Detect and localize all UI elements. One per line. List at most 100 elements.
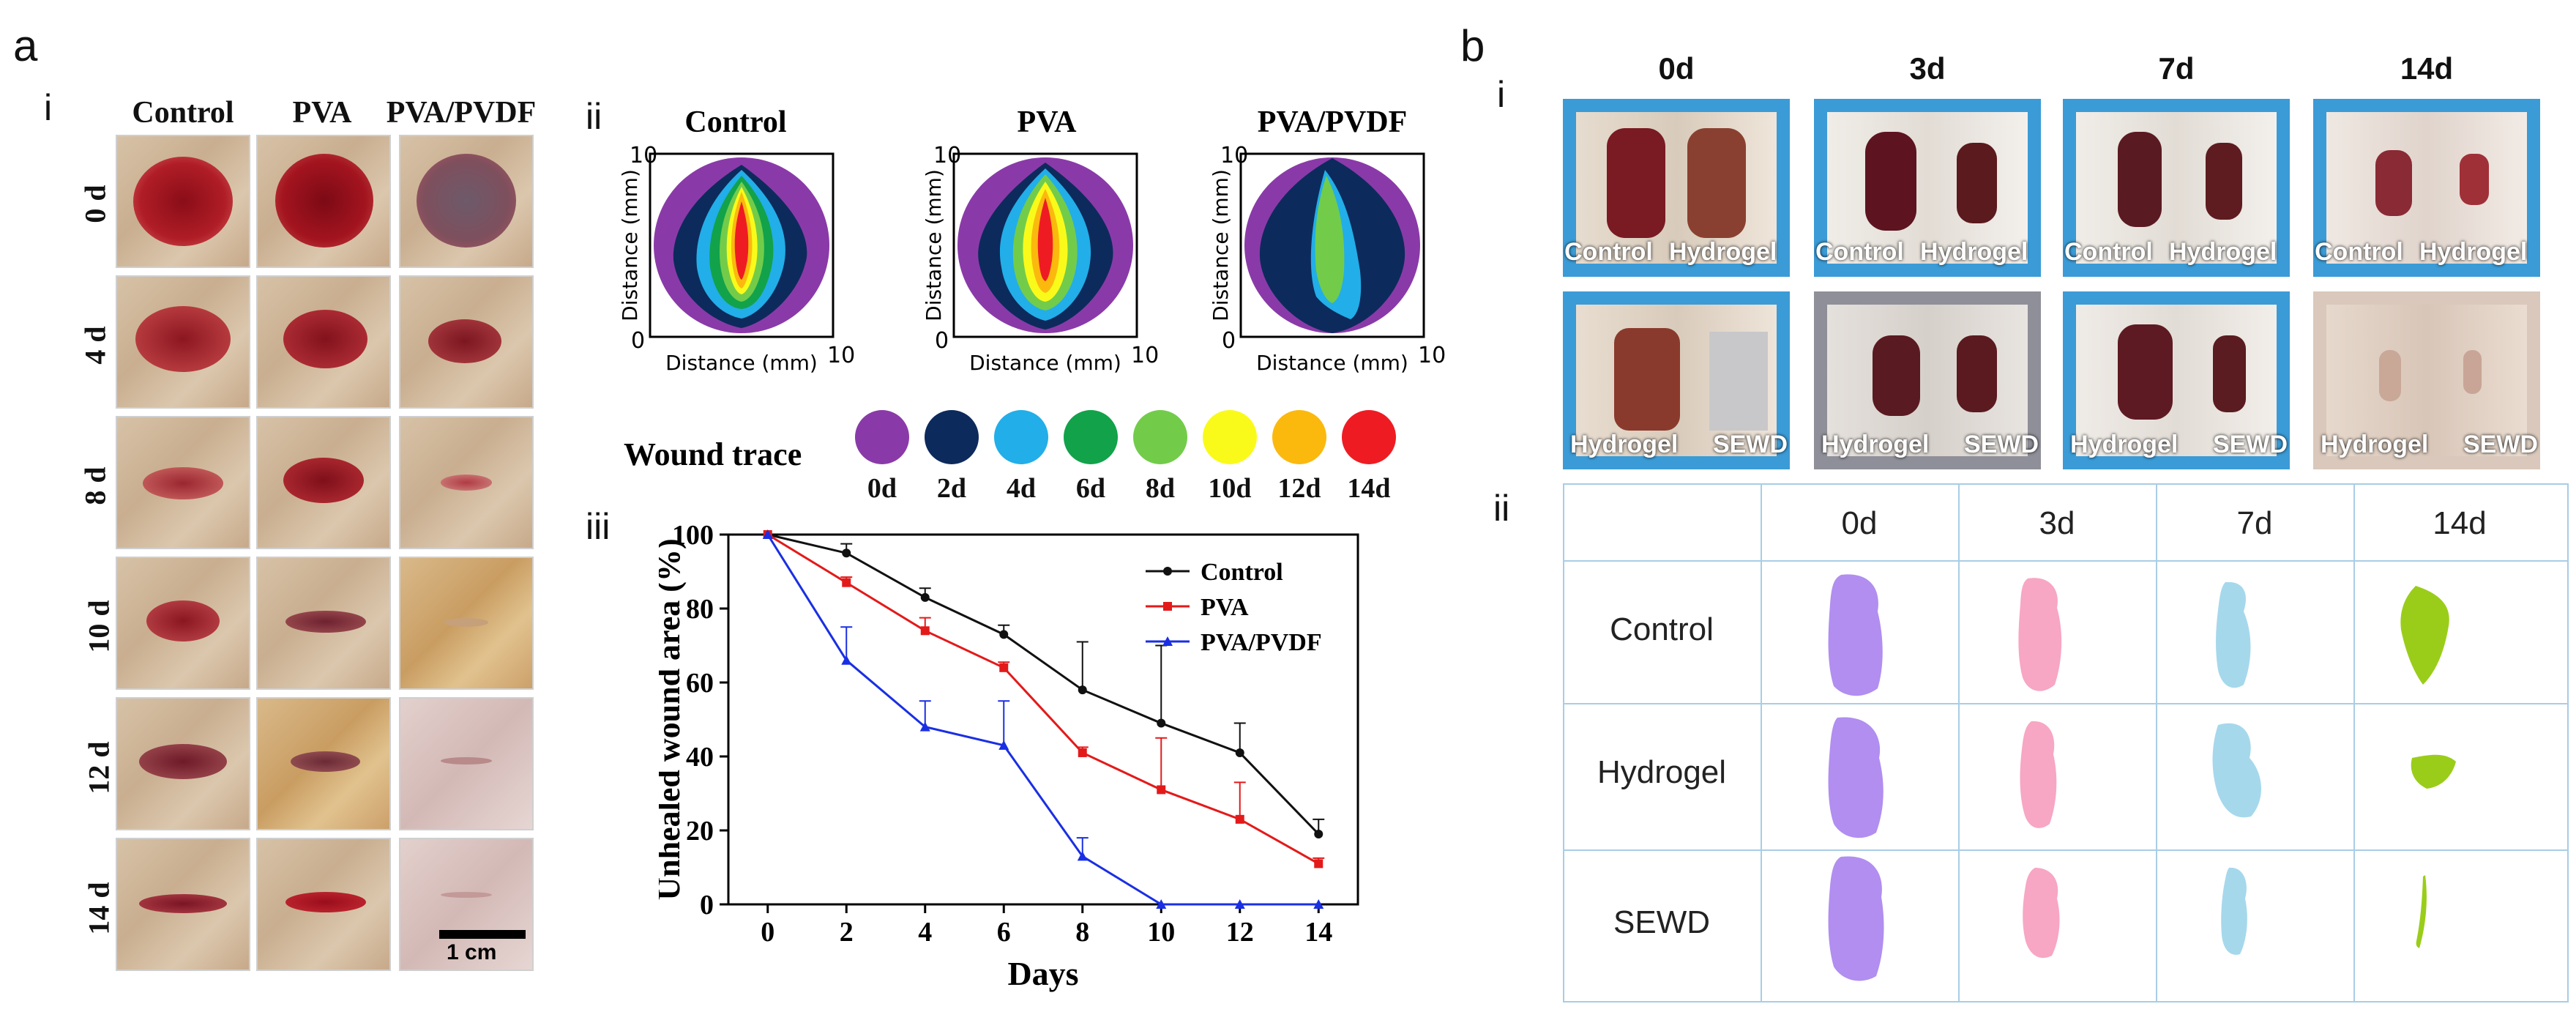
point-pvapvdf (1313, 899, 1324, 909)
b-ii-col-0d: 0d (1841, 505, 1878, 541)
b-i-label-7d-hydrogel: Hydrogel (2070, 431, 2179, 458)
b-i-photo-3d-top: Control Hydrogel (1814, 99, 2041, 277)
a-i-photo-pva-10d (256, 557, 391, 690)
point-pvapvdf (1077, 851, 1088, 861)
trace-hydrogel-14d (2411, 754, 2456, 789)
a-i-photo-pva-12d (256, 697, 391, 830)
a-i-col-pva: PVA (292, 96, 352, 130)
trace-y1-pva: 10 (933, 143, 961, 168)
a-i-row-14d: 14 d (82, 882, 116, 935)
b-i-label-3d-hydrogel: Hydrogel (1920, 238, 2028, 266)
legend-label-10d: 10d (1208, 473, 1252, 504)
scale-bar-label: 1 cm (447, 940, 497, 964)
y-tick-label: 60 (686, 668, 714, 699)
b-i-label-0d-sewd: SEWD (1713, 431, 1788, 458)
trace-plot-pva: PVA 10 0 10 Distance (mm) Distance (mm) (922, 105, 1159, 375)
trace-sewd-3d (2023, 868, 2060, 959)
legend-swatch-6d (1064, 410, 1118, 464)
point-control (1157, 718, 1166, 728)
legend-label-14d: 14d (1347, 473, 1391, 504)
trace-x1-pvapvdf: 10 (1418, 343, 1446, 368)
point-pvapvdf (841, 655, 852, 665)
legend-label-12d: 12d (1277, 473, 1321, 504)
trace-xlabel-pva: Distance (mm) (969, 351, 1121, 375)
x-tick-label: 8 (1075, 917, 1089, 948)
point-pva (1157, 785, 1166, 795)
a-i-photo-pvapvdf-4d (399, 275, 534, 409)
grid-line (1563, 703, 2567, 704)
point-pva (1314, 859, 1324, 868)
a-i-photo-control-0d (116, 135, 250, 268)
a-i-row-8d: 8 d (78, 466, 112, 505)
b-i-photo-14d-top: Control Hydrogel (2313, 99, 2540, 277)
panel-a-ii-label: ii (586, 96, 602, 137)
legend-marker-pva (1163, 602, 1172, 611)
trace-sewd-7d (2221, 867, 2247, 955)
grid-line (1563, 560, 2567, 562)
grid-line (1563, 849, 2567, 851)
trace-ylabel-pva: Distance (mm) (922, 169, 946, 321)
legend-swatch-4d (994, 410, 1048, 464)
trace-plot-pvapvdf: PVA/PVDF 10 0 10 Distance (mm) Distance … (1209, 105, 1446, 375)
legend-label-4d: 4d (1006, 473, 1037, 504)
panel-b-label: b (1460, 21, 1485, 70)
a-i-row-10d: 10 d (82, 600, 116, 653)
b-i-label-14d-hydrogel: Hydrogel (2321, 431, 2429, 458)
point-pvapvdf (998, 740, 1009, 750)
trace-xlabel-control: Distance (mm) (665, 351, 818, 375)
legend-label-control: Control (1201, 559, 1283, 586)
trace-sewd-0d (1828, 856, 1884, 981)
series-line-control (767, 533, 1320, 836)
b-i-label-0d-hydrogel: Hydrogel (1570, 431, 1679, 458)
trace-control-3d (2018, 578, 2062, 691)
a-i-col-control: Control (132, 96, 234, 130)
x-tick-label: 10 (1147, 917, 1175, 948)
b-i-label-7d-hydrogel: Hydrogel (2169, 238, 2277, 266)
trace-y1-pvapvdf: 10 (1220, 143, 1248, 168)
trace-x1-pva: 10 (1131, 343, 1159, 368)
legend-marker-pvapvdf (1162, 636, 1173, 646)
scale-bar (439, 930, 526, 939)
a-i-photo-pva-0d (256, 135, 391, 268)
trace-y0-pvapvdf: 0 (1222, 328, 1236, 354)
b-ii-col-14d: 14d (2433, 505, 2487, 541)
y-tick-label: 80 (686, 594, 714, 625)
a-i-photo-pvapvdf-14d (399, 838, 534, 971)
a-i-row-0d: 0 d (78, 185, 112, 223)
chart-frame (727, 533, 1359, 906)
x-tick-label: 12 (1226, 917, 1254, 948)
b-i-col-3d: 3d (1909, 51, 1946, 86)
panel-a-i-label: i (44, 87, 53, 128)
legend-label-6d: 6d (1075, 473, 1106, 504)
legend-swatch-2d (925, 410, 979, 464)
y-tick-label: 20 (686, 816, 714, 847)
y-tick-label: 40 (686, 742, 714, 773)
trace-control-14d (2400, 586, 2449, 685)
unhealed-area-chart: 0 2 4 6 8 10 12 14 0 20 40 60 80 100 Days Unhealed woun… (659, 520, 1359, 992)
trace-y1-control: 10 (630, 143, 657, 168)
y-tick-label: 100 (672, 520, 714, 551)
point-control (1078, 685, 1087, 695)
b-ii-trace-shapes (1828, 574, 2456, 981)
trace-title-control: Control (684, 105, 786, 139)
trace-control-7d (2216, 581, 2251, 688)
legend-marker-control (1163, 567, 1172, 576)
legend-swatch-10d (1203, 410, 1257, 464)
b-ii-row-sewd: SEWD (1613, 904, 1710, 940)
b-i-photo-0d-top: Control Hydrogel (1563, 99, 1790, 277)
b-i-col-7d: 7d (2158, 51, 2195, 86)
a-i-photo-pva-14d (256, 838, 391, 971)
trace-title-pvapvdf: PVA/PVDF (1258, 105, 1408, 139)
y-tick-label: 0 (700, 890, 714, 920)
b-ii-row-hydrogel: Hydrogel (1597, 754, 1727, 790)
point-pvapvdf (1156, 899, 1167, 909)
point-pva (1235, 814, 1244, 824)
point-control (1314, 830, 1324, 839)
panel-a-iii-label: iii (586, 506, 611, 547)
grid-line (1958, 483, 1960, 1001)
b-i-photo-7d-bottom: Hydrogel SEWD (2063, 291, 2290, 469)
a-i-photo-control-12d (116, 697, 250, 830)
legend-label-pva: PVA (1201, 594, 1249, 621)
b-i-photo-14d-bottom: Hydrogel SEWD (2313, 291, 2540, 469)
trace-hydrogel-3d (2020, 721, 2057, 828)
